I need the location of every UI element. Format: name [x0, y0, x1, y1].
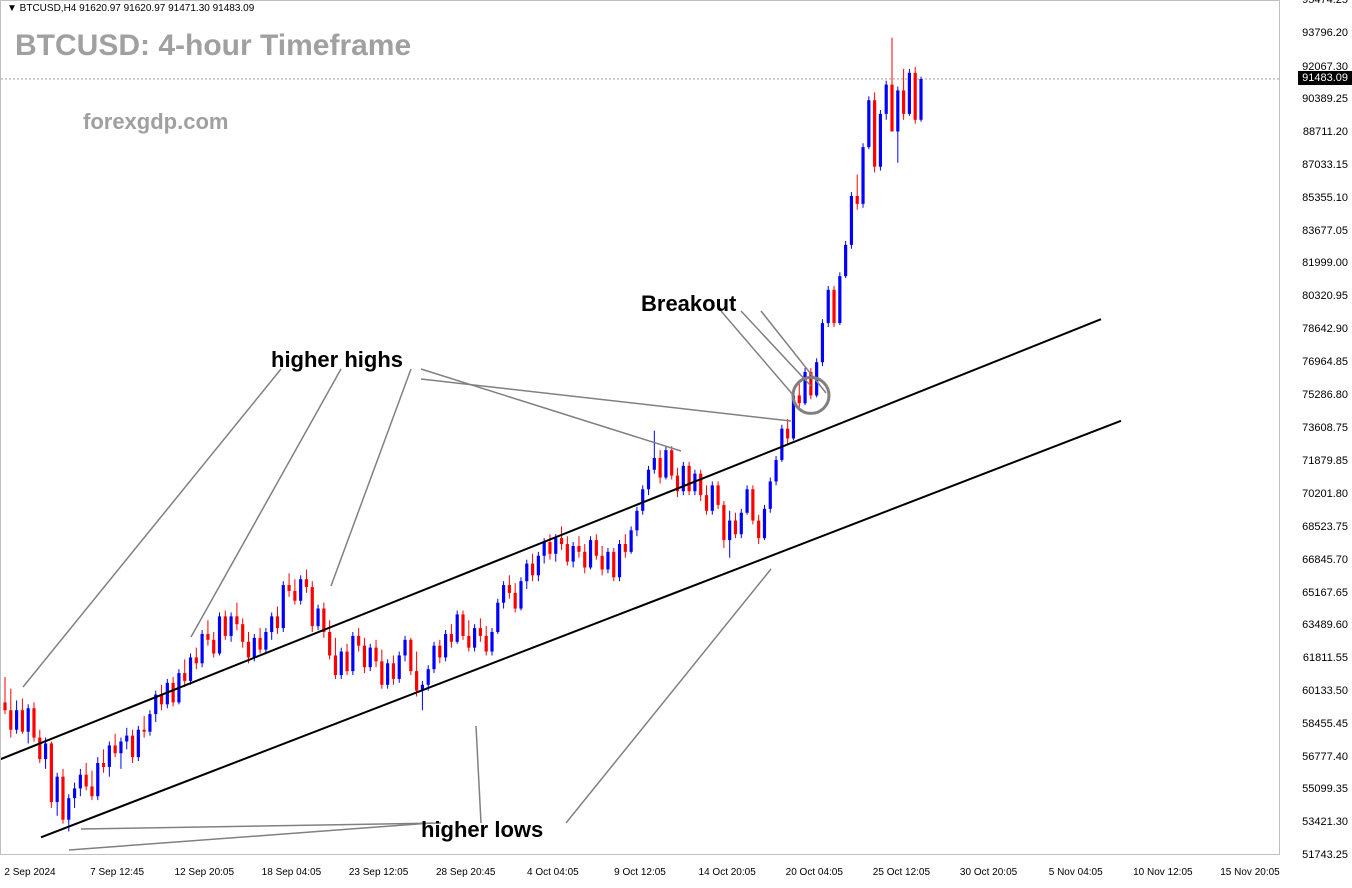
y-axis-label: 90389.25 — [1302, 93, 1348, 105]
y-axis-label: 65167.65 — [1302, 587, 1348, 599]
x-axis-label: 9 Oct 12:05 — [614, 867, 666, 878]
x-axis-label: 23 Sep 12:05 — [349, 867, 409, 878]
candlestick-chart — [1, 1, 1281, 856]
x-axis-label: 4 Oct 04:05 — [527, 867, 579, 878]
y-axis-label: 83677.05 — [1302, 225, 1348, 237]
y-axis-label: 75286.80 — [1302, 389, 1348, 401]
x-axis-label: 30 Oct 20:05 — [960, 867, 1017, 878]
chart-container: ▼ BTCUSD,H4 91620.97 91620.97 91471.30 9… — [0, 0, 1352, 888]
y-axis-label: 81999.00 — [1302, 257, 1348, 269]
current-price-label: 91483.09 — [1298, 71, 1352, 85]
y-axis-label: 85355.10 — [1302, 192, 1348, 204]
x-axis-label: 28 Sep 20:45 — [436, 867, 496, 878]
y-axis-label: 60133.50 — [1302, 685, 1348, 697]
x-axis-label: 2 Sep 2024 — [4, 867, 55, 878]
x-axis-label: 10 Nov 12:05 — [1133, 867, 1193, 878]
y-axis-label: 95474.25 — [1302, 0, 1348, 6]
x-axis-label: 5 Nov 04:05 — [1049, 867, 1103, 878]
y-axis-label: 61811.55 — [1303, 652, 1348, 664]
y-axis-label: 80320.95 — [1302, 290, 1348, 302]
y-axis-label: 56777.40 — [1302, 751, 1348, 763]
y-axis-label: 66845.70 — [1302, 554, 1348, 566]
x-axis-label: 18 Sep 04:05 — [262, 867, 322, 878]
y-axis-label: 87033.15 — [1302, 159, 1348, 171]
x-axis-label: 14 Oct 20:05 — [699, 867, 756, 878]
y-axis-label: 71879.85 — [1302, 455, 1348, 467]
y-axis-label: 70201.80 — [1302, 488, 1348, 500]
annotation-label: higher highs — [271, 347, 403, 373]
y-axis-label: 73608.75 — [1302, 422, 1348, 434]
y-axis-label: 55099.35 — [1302, 783, 1348, 795]
x-axis-label: 20 Oct 04:05 — [786, 867, 843, 878]
y-axis-label: 58455.45 — [1302, 718, 1348, 730]
x-axis: 2 Sep 2024 7 Sep 12:45 12 Sep 20:05 18 Sep … — [0, 855, 1280, 888]
x-axis-label: 25 Oct 12:05 — [873, 867, 930, 878]
y-axis-label: 53421.30 — [1302, 816, 1348, 828]
chart-area: ▼ BTCUSD,H4 91620.97 91620.97 91471.30 9… — [0, 0, 1280, 855]
x-axis-label: 12 Sep 20:05 — [175, 867, 235, 878]
x-axis-label: 15 Nov 20:05 — [1220, 867, 1280, 878]
y-axis-label: 76964.85 — [1302, 356, 1348, 368]
y-axis: 95474.2593796.2092067.3090389.2588711.20… — [1280, 0, 1352, 855]
y-axis-label: 88711.20 — [1303, 126, 1348, 138]
y-axis-label: 68523.75 — [1302, 521, 1348, 533]
y-axis-label: 93796.20 — [1302, 27, 1348, 39]
y-axis-label: 78642.90 — [1302, 323, 1348, 335]
y-axis-label: 51743.25 — [1302, 849, 1348, 861]
annotation-label: higher lows — [421, 817, 543, 843]
y-axis-label: 63489.60 — [1302, 619, 1348, 631]
x-axis-label: 7 Sep 12:45 — [90, 867, 144, 878]
annotation-label: Breakout — [641, 291, 736, 317]
